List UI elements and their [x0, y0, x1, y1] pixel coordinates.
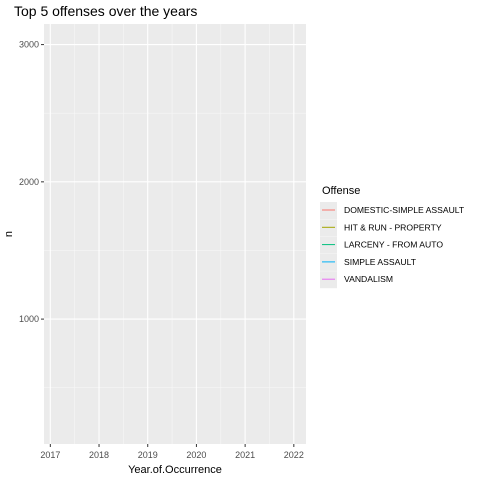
y-tick-label: 1000: [19, 314, 39, 324]
legend-title: Offense: [322, 185, 360, 197]
legend-label: SIMPLE ASSAULT: [344, 257, 417, 267]
legend-label: HIT & RUN - PROPERTY: [344, 222, 442, 232]
x-tick-label: 2022: [284, 450, 304, 460]
y-tick-label: 2000: [19, 177, 39, 187]
chart-title: Top 5 offenses over the years: [14, 3, 197, 19]
legend-label: LARCENY - FROM AUTO: [344, 240, 443, 250]
x-tick-label: 2020: [186, 450, 206, 460]
x-tick-label: 2019: [138, 450, 158, 460]
y-tick-label: 3000: [19, 40, 39, 50]
x-tick-label: 2017: [40, 450, 60, 460]
legend: Offense DOMESTIC-SIMPLE ASSAULT HIT & RUN…: [320, 185, 465, 288]
y-axis-label: n: [3, 231, 15, 237]
legend-items: DOMESTIC-SIMPLE ASSAULT HIT & RUN - PROPE…: [320, 202, 465, 288]
x-tick-label: 2018: [89, 450, 109, 460]
legend-label: VANDALISM: [344, 274, 393, 284]
plot-panel: [44, 24, 306, 444]
x-axis-label: Year.of.Occurrence: [128, 464, 222, 476]
x-tick-label: 2021: [235, 450, 255, 460]
legend-label: DOMESTIC-SIMPLE ASSAULT: [344, 205, 465, 215]
